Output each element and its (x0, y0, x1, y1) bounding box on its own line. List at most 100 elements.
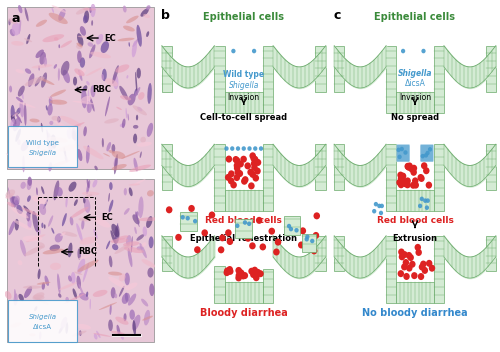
Ellipse shape (136, 246, 143, 250)
Ellipse shape (6, 193, 14, 199)
Ellipse shape (146, 123, 153, 137)
Ellipse shape (428, 147, 432, 152)
Bar (396, 190, 434, 211)
Ellipse shape (138, 196, 143, 218)
Ellipse shape (57, 274, 60, 294)
Ellipse shape (96, 34, 103, 44)
Ellipse shape (46, 105, 48, 111)
Ellipse shape (100, 41, 109, 53)
Bar (214, 46, 225, 113)
Ellipse shape (226, 266, 233, 273)
Ellipse shape (78, 36, 91, 38)
Ellipse shape (10, 29, 15, 36)
Ellipse shape (90, 7, 92, 13)
Ellipse shape (404, 273, 410, 280)
Ellipse shape (90, 85, 96, 97)
Bar (334, 46, 344, 92)
Ellipse shape (83, 15, 87, 24)
Ellipse shape (140, 137, 146, 143)
Ellipse shape (14, 112, 22, 123)
Ellipse shape (146, 31, 149, 37)
Ellipse shape (44, 276, 49, 286)
Ellipse shape (418, 175, 424, 182)
Ellipse shape (82, 192, 100, 196)
Ellipse shape (74, 272, 82, 275)
Ellipse shape (135, 72, 138, 95)
Ellipse shape (86, 68, 102, 76)
Ellipse shape (13, 117, 20, 131)
Ellipse shape (230, 181, 237, 188)
Bar (162, 46, 172, 92)
Ellipse shape (68, 182, 76, 192)
Ellipse shape (423, 167, 430, 174)
Ellipse shape (4, 291, 12, 299)
Ellipse shape (294, 228, 298, 233)
Ellipse shape (110, 230, 116, 244)
Ellipse shape (78, 259, 85, 274)
Ellipse shape (248, 146, 252, 151)
Ellipse shape (142, 226, 147, 236)
Bar (284, 215, 300, 235)
Ellipse shape (128, 42, 130, 47)
Ellipse shape (84, 10, 89, 23)
Ellipse shape (59, 282, 76, 290)
Ellipse shape (402, 180, 408, 187)
Ellipse shape (73, 77, 77, 86)
Ellipse shape (58, 44, 60, 48)
Bar (316, 144, 326, 190)
Text: RBC: RBC (92, 85, 111, 94)
Ellipse shape (18, 260, 22, 265)
Bar (225, 282, 262, 303)
Ellipse shape (118, 38, 134, 41)
Ellipse shape (148, 83, 152, 104)
Ellipse shape (136, 211, 140, 227)
Ellipse shape (50, 89, 66, 97)
Text: ΔicsA: ΔicsA (33, 324, 52, 330)
Ellipse shape (76, 44, 82, 49)
Ellipse shape (416, 249, 422, 256)
Ellipse shape (275, 239, 281, 246)
Ellipse shape (90, 97, 94, 112)
Ellipse shape (411, 272, 418, 279)
Ellipse shape (54, 37, 58, 41)
Ellipse shape (94, 229, 98, 239)
Ellipse shape (114, 243, 132, 254)
Ellipse shape (103, 153, 110, 157)
Ellipse shape (40, 52, 46, 65)
Ellipse shape (50, 263, 61, 270)
Ellipse shape (24, 246, 44, 256)
Ellipse shape (289, 227, 293, 231)
Ellipse shape (102, 74, 104, 80)
Ellipse shape (108, 200, 114, 212)
Bar (486, 46, 496, 92)
Ellipse shape (252, 175, 259, 182)
Ellipse shape (90, 299, 91, 309)
Ellipse shape (250, 171, 256, 178)
Ellipse shape (50, 100, 67, 105)
Ellipse shape (423, 198, 428, 203)
Ellipse shape (94, 242, 100, 247)
Ellipse shape (425, 205, 429, 210)
Ellipse shape (24, 206, 31, 214)
Ellipse shape (8, 18, 17, 24)
Ellipse shape (244, 162, 251, 169)
Ellipse shape (310, 239, 314, 243)
Ellipse shape (121, 151, 140, 159)
Bar (386, 46, 396, 113)
Bar (486, 144, 496, 190)
Ellipse shape (304, 237, 309, 241)
Ellipse shape (14, 289, 16, 299)
Ellipse shape (96, 331, 100, 338)
Ellipse shape (398, 249, 404, 256)
Ellipse shape (32, 64, 52, 68)
Ellipse shape (193, 219, 198, 224)
Ellipse shape (124, 247, 144, 253)
Ellipse shape (6, 153, 14, 157)
Ellipse shape (268, 228, 275, 235)
Ellipse shape (116, 64, 130, 73)
Ellipse shape (426, 182, 432, 189)
Ellipse shape (287, 224, 291, 228)
Ellipse shape (32, 211, 38, 232)
Ellipse shape (78, 218, 92, 221)
Ellipse shape (54, 180, 60, 200)
